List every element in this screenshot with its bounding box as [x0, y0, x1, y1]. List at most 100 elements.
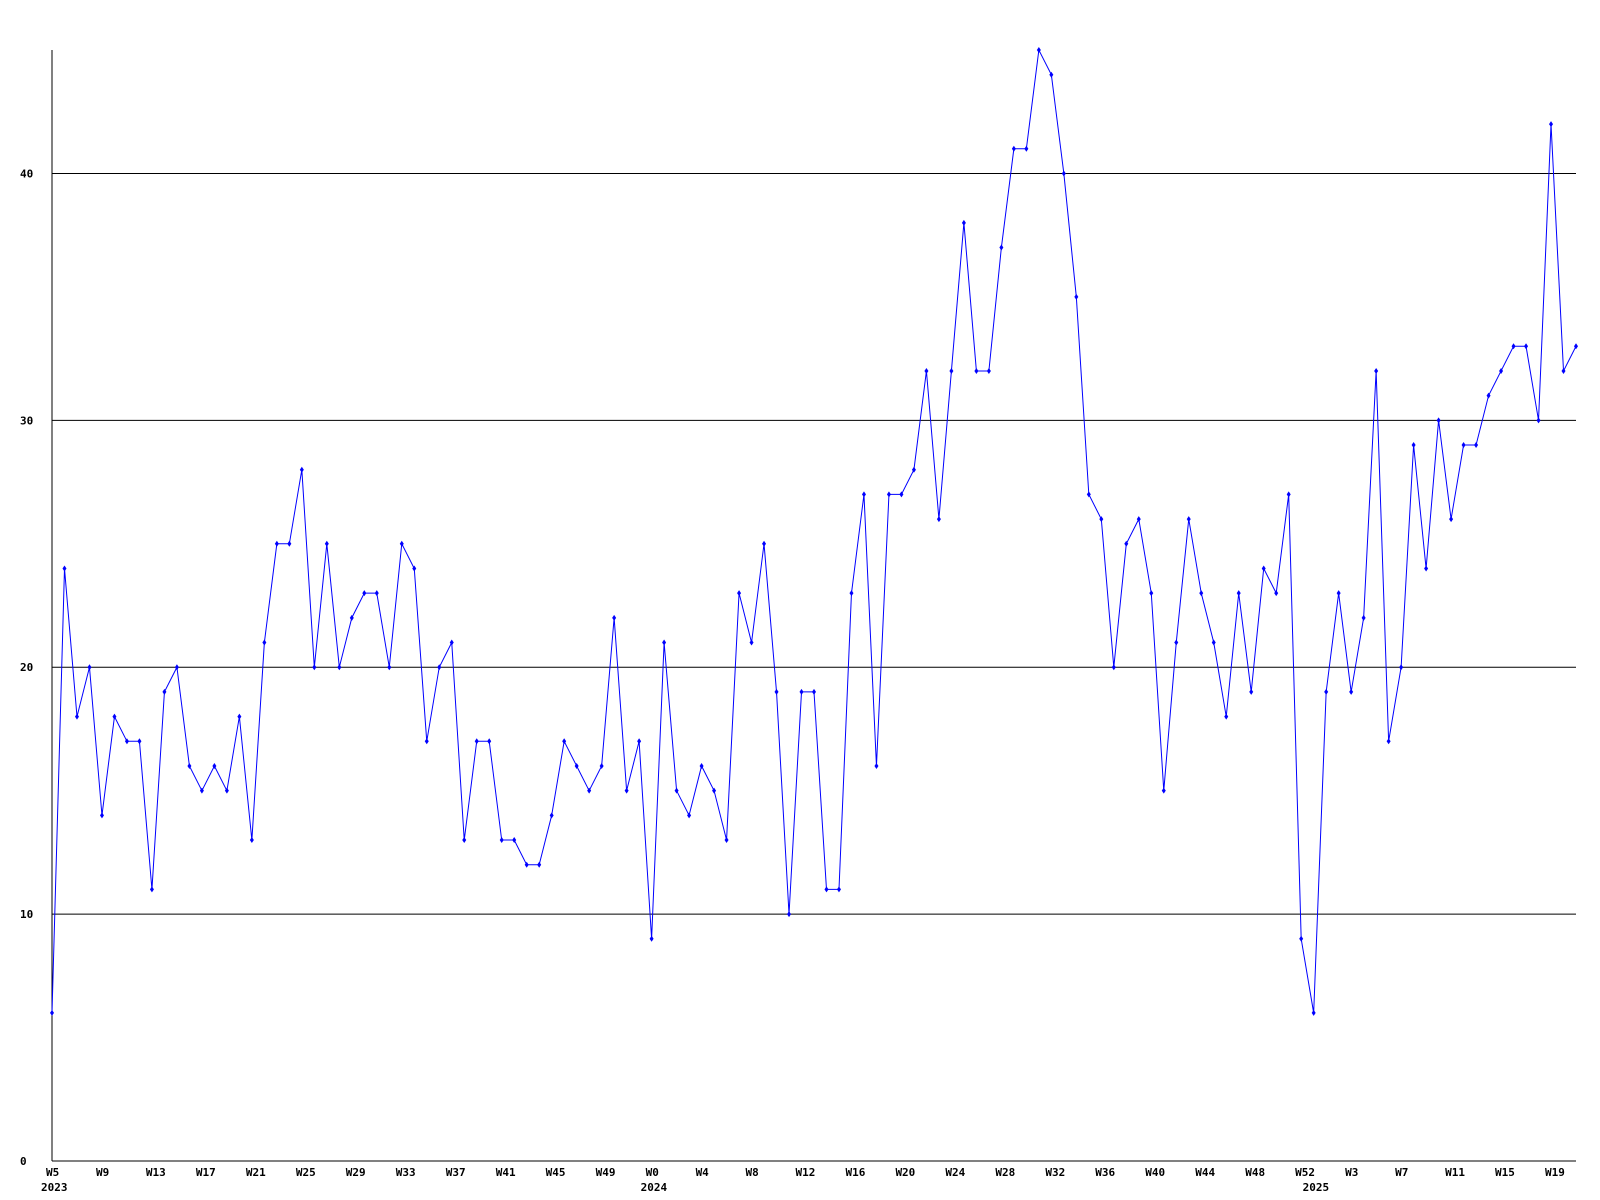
data-point	[537, 861, 542, 868]
data-point	[1074, 293, 1079, 300]
data-point	[62, 565, 67, 572]
x-tick-label: W45	[546, 1166, 566, 1179]
data-point	[437, 664, 442, 671]
data-point	[1224, 713, 1229, 720]
data-point	[662, 639, 667, 646]
x-tick-label: W49	[596, 1166, 616, 1179]
data-point	[512, 837, 517, 844]
x-year-label: 2024	[641, 1181, 668, 1194]
data-point	[1436, 417, 1441, 424]
data-point	[524, 861, 529, 868]
data-point	[174, 664, 179, 671]
data-point	[737, 590, 742, 597]
data-point	[412, 565, 417, 572]
x-tick-label: W5	[46, 1166, 59, 1179]
y-tick-label: 10	[20, 908, 33, 921]
data-point	[949, 367, 954, 374]
data-point	[237, 713, 242, 720]
data-point	[162, 688, 167, 695]
x-tick-label: W36	[1095, 1166, 1115, 1179]
x-tick-label: W11	[1445, 1166, 1465, 1179]
data-point	[1036, 47, 1041, 53]
data-point	[1011, 145, 1016, 152]
data-point	[399, 540, 404, 547]
data-point	[299, 466, 304, 473]
data-point	[1061, 170, 1066, 177]
data-point	[99, 812, 104, 819]
x-tick-label: W37	[446, 1166, 466, 1179]
data-point	[199, 787, 204, 794]
data-point	[637, 738, 642, 745]
data-point	[187, 762, 192, 769]
data-point	[1549, 121, 1554, 128]
data-point	[462, 837, 467, 844]
data-point	[674, 787, 679, 794]
x-tick-label: W8	[746, 1166, 759, 1179]
data-point	[1461, 442, 1466, 449]
data-point	[974, 367, 979, 374]
data-point	[474, 738, 479, 745]
data-point	[1086, 491, 1091, 498]
data-point	[1099, 516, 1104, 523]
x-tick-label: W32	[1045, 1166, 1065, 1179]
x-tick-label: W4	[696, 1166, 710, 1179]
data-point	[1149, 590, 1154, 597]
data-point	[1524, 343, 1529, 350]
data-point	[749, 639, 754, 646]
data-point	[1561, 367, 1566, 374]
data-point	[812, 688, 816, 695]
x-tick-label: W16	[845, 1166, 865, 1179]
data-point	[1161, 787, 1166, 794]
data-point	[324, 540, 329, 547]
y-tick-label: 20	[20, 661, 33, 674]
data-point	[112, 713, 117, 720]
data-point	[699, 762, 704, 769]
data-point	[612, 614, 617, 621]
data-point	[1136, 516, 1141, 523]
data-point	[424, 738, 429, 745]
data-point	[1399, 664, 1404, 671]
data-point	[224, 787, 229, 794]
x-tick-label: W44	[1195, 1166, 1215, 1179]
x-tick-label: W52	[1295, 1166, 1315, 1179]
data-point	[762, 540, 767, 547]
x-tick-label: W15	[1495, 1166, 1515, 1179]
data-point	[787, 911, 792, 918]
data-point	[624, 787, 629, 794]
data-point	[1499, 367, 1504, 374]
data-point	[499, 837, 504, 844]
x-tick-label: W41	[496, 1166, 516, 1179]
data-point	[74, 713, 79, 720]
data-point	[262, 639, 267, 646]
data-point	[911, 466, 916, 473]
x-tick-label: W19	[1545, 1166, 1565, 1179]
data-point	[149, 886, 154, 893]
x-tick-label: W29	[346, 1166, 366, 1179]
data-point	[1349, 688, 1354, 695]
data-point	[549, 812, 554, 819]
data-point	[374, 590, 379, 597]
x-tick-label: W25	[296, 1166, 316, 1179]
x-tick-label: W28	[995, 1166, 1015, 1179]
data-point	[961, 219, 966, 226]
data-point	[886, 491, 891, 498]
data-point	[1486, 392, 1491, 399]
data-point	[562, 738, 567, 745]
data-point	[1449, 516, 1454, 523]
y-tick-label: 0	[20, 1155, 27, 1168]
data-point	[1374, 367, 1379, 374]
x-tick-label: W17	[196, 1166, 216, 1179]
data-point	[349, 614, 354, 621]
data-point	[1024, 145, 1029, 152]
y-tick-label: 40	[20, 167, 33, 180]
data-point	[212, 762, 217, 769]
data-point	[1536, 417, 1541, 424]
data-point	[1511, 343, 1516, 350]
data-point	[599, 762, 604, 769]
data-point	[1336, 590, 1341, 597]
data-point	[1574, 343, 1578, 350]
data-point	[274, 540, 279, 547]
data-point	[1211, 639, 1216, 646]
x-year-label: 2025	[1303, 1181, 1330, 1194]
